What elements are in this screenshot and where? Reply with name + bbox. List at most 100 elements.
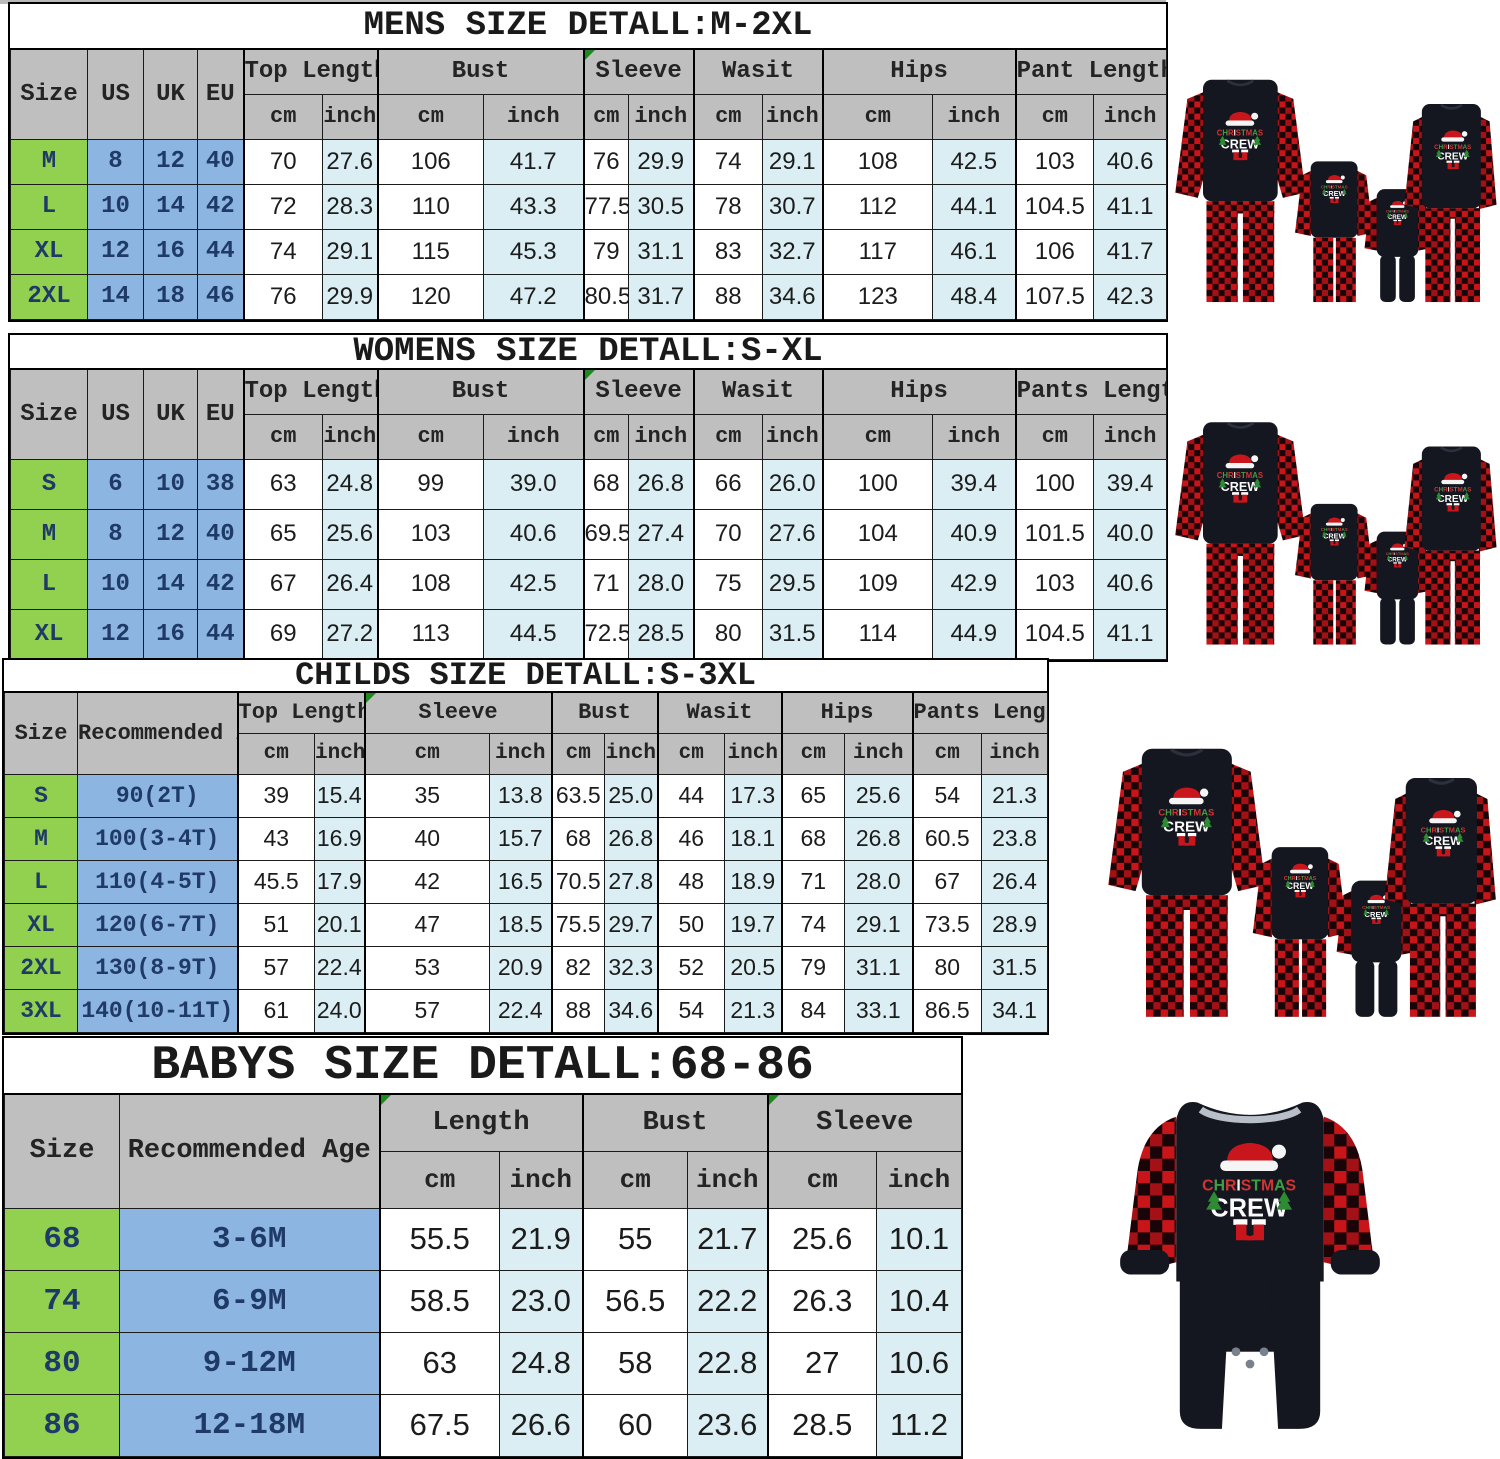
data-cell: 26.8 (628, 458, 695, 510)
header-cell: Wasit (692, 48, 824, 95)
header-cell: cm (821, 93, 934, 140)
womens-size-table: Size US UK EU Top Length Bust Sleeve Wasit Hips P… (10, 368, 1168, 660)
excel-flag-icon (769, 1096, 779, 1105)
data-cell: 120 (376, 273, 484, 320)
header-cell: US (87, 48, 144, 140)
mens-size-title: MENS SIZE DETALL:M-2XL (363, 7, 813, 45)
data-cell: 15.7 (489, 816, 552, 861)
data-cell: 32.7 (762, 228, 824, 275)
data-cell: 27 (766, 1331, 877, 1395)
data-cell: 40.9 (932, 508, 1017, 560)
data-cell: 47.2 (482, 273, 585, 320)
data-cell: 58 (581, 1331, 688, 1395)
header-cell: Pant Length (1014, 48, 1168, 95)
data-cell: 70 (692, 508, 764, 560)
data-cell: XL (4, 902, 78, 947)
data-cell: 45.5 (236, 859, 315, 904)
header-cell: cm (821, 413, 934, 460)
header-cell: cm (582, 413, 630, 460)
data-cell: 16 (143, 228, 198, 275)
header-cell: cm (582, 93, 630, 140)
data-cell: 11.2 (876, 1393, 962, 1457)
header-cell: cm (1014, 413, 1095, 460)
data-cell: 79 (780, 945, 846, 990)
header-cell: Size (10, 368, 88, 460)
data-cell: 42 (197, 183, 244, 230)
data-cell: 86.5 (911, 988, 983, 1033)
data-cell: 80 (692, 608, 764, 660)
data-cell: 57 (363, 988, 490, 1033)
data-cell: 69 (242, 608, 323, 660)
babys-size-section: BABYS SIZE DETALL:68-86 Size Recommended … (2, 1036, 963, 1459)
data-cell: 9-12M (119, 1331, 380, 1395)
data-cell: 20.1 (314, 902, 365, 947)
data-cell: 120(6-7T) (77, 902, 238, 947)
data-cell: 54 (911, 773, 983, 818)
header-cell: inch (604, 732, 658, 775)
data-cell: 44 (197, 608, 244, 660)
header-cell: Recommended Age (77, 691, 238, 775)
data-cell: L (10, 183, 88, 230)
header-cell: Wasit (692, 368, 824, 415)
data-cell: 27.2 (322, 608, 378, 660)
data-cell: 26.0 (762, 458, 824, 510)
header-cell: cm (242, 413, 323, 460)
data-cell: 74 (780, 902, 846, 947)
data-cell: 65 (242, 508, 323, 560)
data-cell: 48.4 (932, 273, 1017, 320)
data-cell: 67 (911, 859, 983, 904)
header-cell: inch (844, 732, 914, 775)
data-cell: 110(4-5T) (77, 859, 238, 904)
data-cell: 56.5 (581, 1269, 688, 1333)
data-cell: 10 (143, 458, 198, 510)
data-cell: 26.3 (766, 1269, 877, 1333)
data-cell: 68 (582, 458, 630, 510)
data-cell: 3-6M (119, 1207, 380, 1271)
data-cell: 27.6 (762, 508, 824, 560)
table-row: XL 12 16 44 74 29.1 115 45.3 79 31.1 83 32.7 117 46.1… (10, 228, 1168, 275)
data-cell: 10.6 (876, 1331, 962, 1395)
data-cell: 21.3 (981, 773, 1049, 818)
data-cell: 41.7 (482, 138, 585, 185)
header-cell: Hips (821, 368, 1017, 415)
data-cell: 35 (363, 773, 490, 818)
data-cell: 6 (87, 458, 144, 510)
data-cell: 68 (780, 816, 846, 861)
data-cell: 42.9 (932, 558, 1017, 610)
data-cell: 48 (656, 859, 725, 904)
header-cell: inch (628, 93, 695, 140)
data-cell: 17.9 (314, 859, 365, 904)
data-cell: L (4, 859, 78, 904)
data-cell: 46 (656, 816, 725, 861)
data-cell: 90(2T) (77, 773, 238, 818)
data-cell: 45.3 (482, 228, 585, 275)
womens-table: Size US UK EU Top Length Bust Sleeve Wasit Hips P… (10, 368, 1168, 660)
data-cell: 86 (4, 1393, 120, 1457)
table-row: 2XL 130(8-9T) 57 22.4 53 20.9 82 32.3 52 20.5 79 31… (4, 945, 1049, 990)
data-cell: 114 (821, 608, 934, 660)
data-cell: 61 (236, 988, 315, 1033)
data-cell: 26.4 (322, 558, 378, 610)
childs-size-section: CHILDS SIZE DETALL:S-3XL Size Recommended… (2, 657, 1049, 1035)
header-cell: Bust (376, 48, 585, 95)
data-cell: M (10, 138, 88, 185)
data-cell: L (10, 558, 88, 610)
data-cell: 28.9 (981, 902, 1049, 947)
data-cell: 14 (87, 273, 144, 320)
table-row: 74 6-9M 58.5 23.0 56.5 22.2 26.3 10.4 (4, 1269, 962, 1333)
data-cell: 100 (821, 458, 934, 510)
data-cell: 68 (4, 1207, 120, 1271)
data-cell: 53 (363, 945, 490, 990)
header-cell: cm (766, 1150, 877, 1209)
data-cell: 106 (376, 138, 484, 185)
data-cell: 28.0 (628, 558, 695, 610)
babys-size-title: BABYS SIZE DETALL:68-86 (151, 1038, 814, 1093)
data-cell: 115 (376, 228, 484, 275)
data-cell: 112 (821, 183, 934, 230)
data-cell: 40 (197, 138, 244, 185)
header-cell: inch (762, 93, 824, 140)
header-cell: cm (911, 732, 983, 775)
data-cell: 83 (692, 228, 764, 275)
data-cell: 67 (242, 558, 323, 610)
